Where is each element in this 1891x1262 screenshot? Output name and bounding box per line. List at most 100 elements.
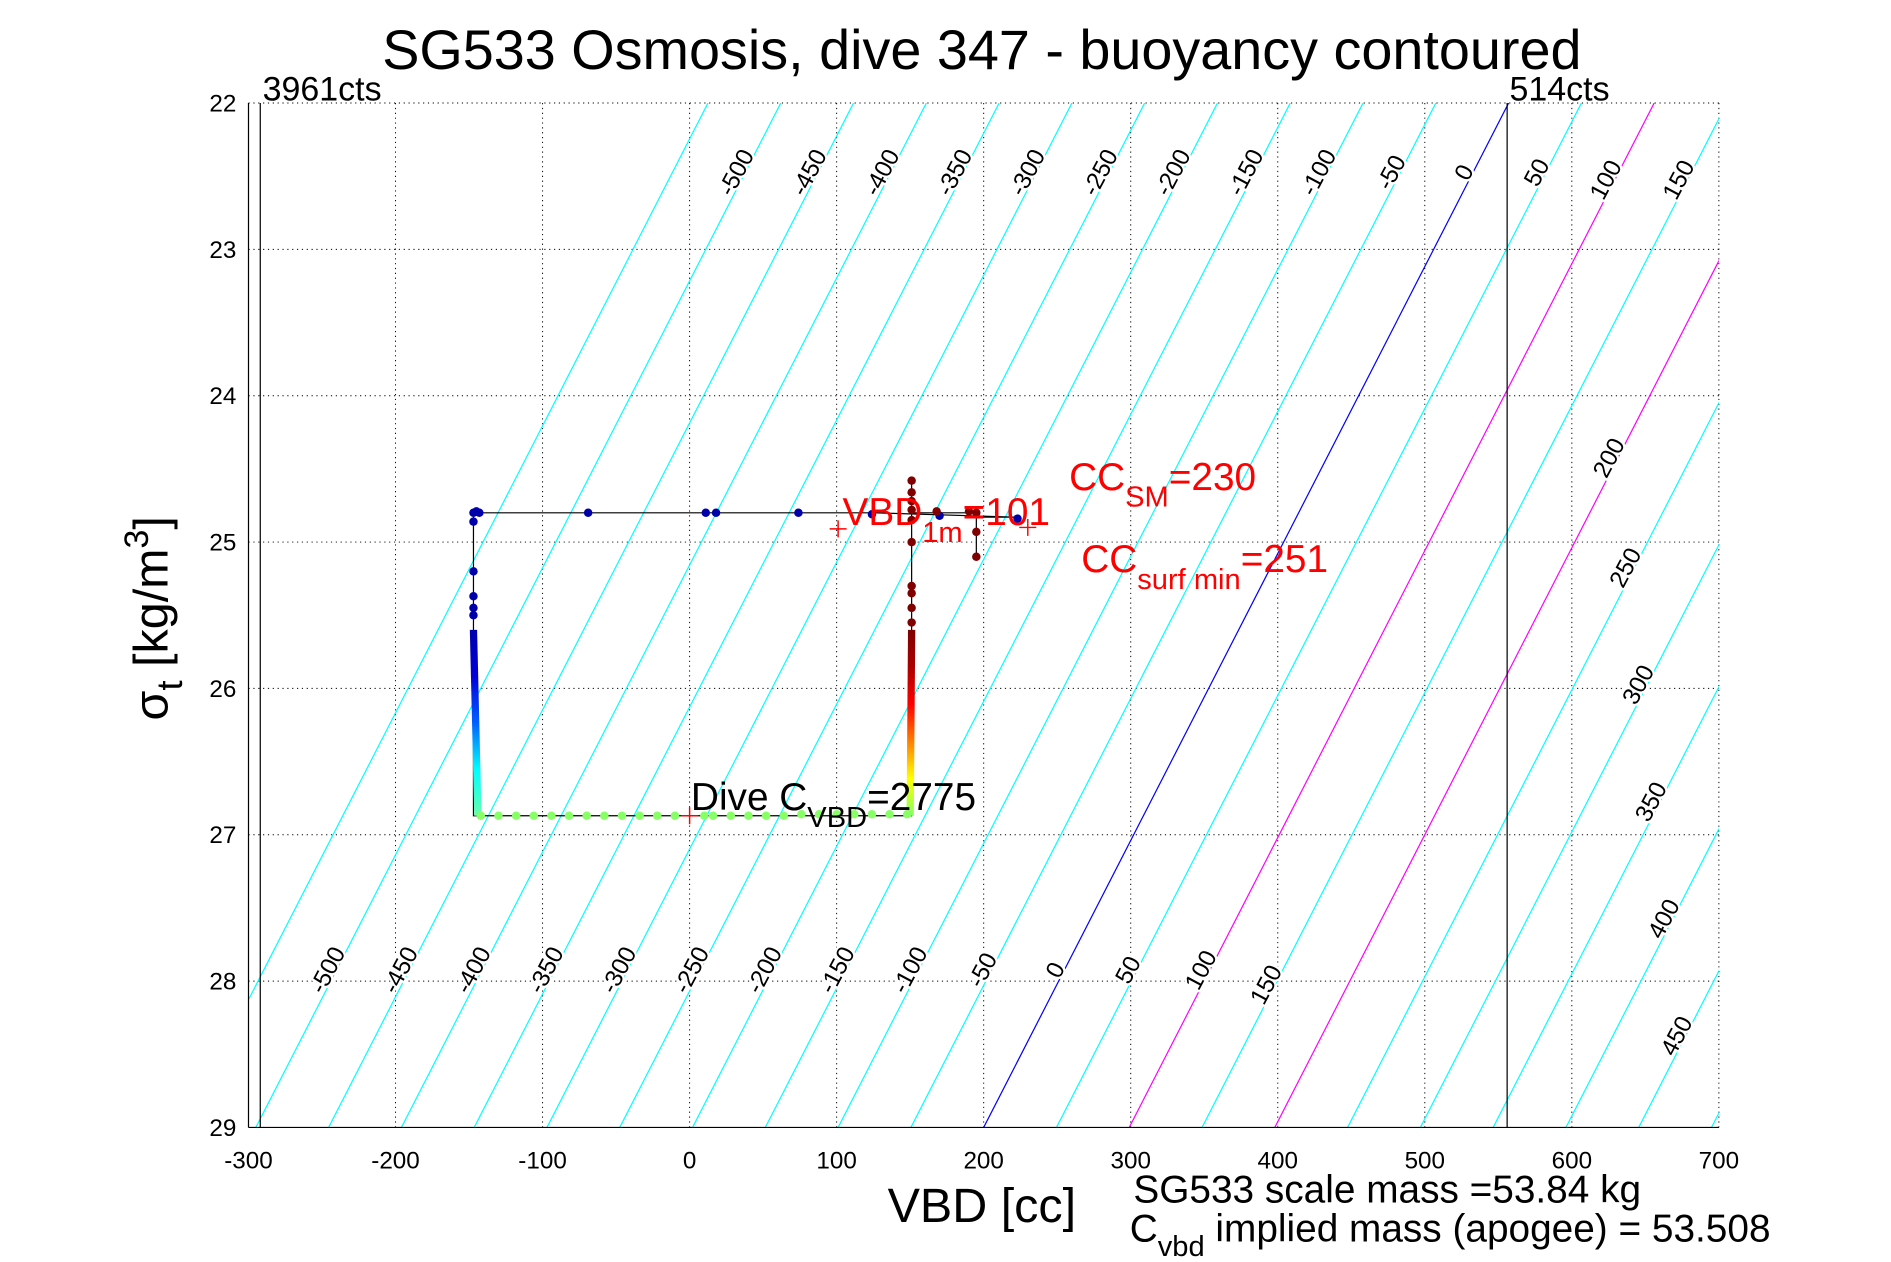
y-tick-label: 26: [209, 676, 236, 703]
y-tick-label: 29: [209, 1115, 236, 1142]
contour-line--50: [910, 103, 1437, 1128]
buoyancy-contours: [248, 103, 1891, 1128]
data-point: [670, 811, 680, 820]
data-point: [600, 811, 609, 820]
contour-label: 450: [1656, 1012, 1699, 1060]
contour-label: -450: [377, 942, 424, 998]
data-point: [1013, 514, 1022, 523]
data-point: [814, 810, 824, 819]
contour-label: -50: [1372, 151, 1412, 195]
x-tick-label: 700: [1699, 1148, 1739, 1175]
annotation-main: VBD: [842, 491, 922, 534]
axes: -300 -200 -100 0 100 200 300 400 500 600 700222324…: [209, 91, 1739, 1175]
contour-line--150: [764, 103, 1291, 1128]
x-tick-label: -300: [224, 1148, 273, 1175]
contour-label: -400: [450, 942, 497, 998]
data-point: [475, 508, 484, 518]
scale-mass-text: SG533 scale mass =53.84 kg: [1133, 1169, 1641, 1212]
contour-label: -250: [1077, 145, 1124, 201]
data-point: [907, 618, 916, 627]
contour-label: 50: [1110, 952, 1146, 988]
annotation-marker-vbd1m: [829, 520, 847, 538]
y-tick-label: 25: [209, 530, 236, 557]
contour-line--250: [619, 103, 1146, 1128]
x-tick-label: -200: [371, 1148, 420, 1175]
data-point: [700, 811, 709, 820]
data-point: [907, 488, 916, 497]
contour-label: 0: [1041, 958, 1071, 983]
contour-label: 150: [1658, 156, 1701, 204]
contour-label: -300: [596, 942, 643, 998]
data-point: [761, 811, 771, 820]
data-point: [972, 527, 981, 537]
data-point: [469, 603, 478, 613]
contour-label: -350: [932, 145, 979, 201]
contour-label: 100: [1585, 156, 1628, 204]
data-point: [907, 589, 916, 598]
y-tick-label: 23: [209, 237, 236, 264]
x-tick-label: 600: [1552, 1148, 1592, 1175]
contour-label: -200: [1150, 145, 1197, 201]
x-tick-label: 200: [963, 1148, 1003, 1175]
contour-line-500: [1710, 1111, 1719, 1128]
annotation-sub: surf min: [1137, 564, 1240, 596]
contour-line-600: [1857, 103, 1891, 1127]
annotation-main: CC: [1081, 538, 1137, 581]
contour-line-0: [983, 103, 1510, 1128]
count-marker-label: 514cts: [1510, 71, 1610, 109]
contour-label: -50: [963, 948, 1003, 992]
data-point: [867, 810, 877, 819]
contour-label: -250: [669, 942, 716, 998]
data-point: [469, 567, 478, 576]
data-point: [708, 811, 718, 820]
contour-label: -150: [1223, 145, 1270, 201]
x-tick-label: 0: [683, 1148, 696, 1175]
contour-label: -300: [1004, 145, 1051, 201]
data-point: [744, 811, 753, 820]
contour-label: 100: [1180, 946, 1223, 994]
annotation-marker-ccsm: [1019, 518, 1037, 536]
y-tick-label: 27: [209, 822, 236, 849]
contour-label: 300: [1617, 661, 1660, 709]
contour-label: -500: [713, 145, 760, 201]
data-point: [907, 537, 916, 547]
y-tick-label: 22: [209, 91, 236, 118]
contour-label: 150: [1245, 961, 1288, 1009]
contour-label: 0: [1449, 160, 1479, 185]
contour-label: -350: [523, 942, 570, 998]
x-axis-label: VBD [cc]: [888, 1179, 1077, 1233]
data-point: [932, 507, 941, 516]
contour-line--500: [255, 103, 782, 1128]
y-axis-label: σt [kg/m3]: [118, 516, 190, 720]
contour-label: 350: [1630, 778, 1673, 826]
contour-label: -450: [786, 145, 833, 201]
data-point: [469, 517, 478, 526]
data-point: [635, 811, 644, 820]
data-point: [701, 508, 711, 518]
data-point: [907, 496, 916, 506]
contour-line-150: [1201, 117, 1719, 1128]
data-point: [583, 508, 593, 518]
contour-line-350: [1492, 685, 1719, 1128]
dive-trace: [469, 476, 1022, 820]
data-point: [972, 508, 981, 518]
count-markers: 3961cts 514cts: [259, 71, 1610, 1128]
data-point: [867, 510, 877, 519]
contour-line--400: [400, 103, 927, 1128]
annotation-main: Dive C: [691, 776, 807, 819]
contour-label: -100: [1296, 145, 1343, 201]
data-point: [582, 811, 591, 820]
data-point: [794, 508, 803, 518]
annotation-vbd1m: VBD1m=101: [842, 491, 1050, 549]
x-tick-label: 100: [816, 1148, 856, 1175]
contour-line-100: [1128, 103, 1655, 1128]
count-marker-label: 3961cts: [263, 71, 382, 109]
annotation-sub: VBD: [807, 802, 867, 834]
data-point: [964, 507, 974, 516]
annotation-ccsm: CCSM=230: [1069, 456, 1256, 514]
contour-line-400: [1565, 827, 1719, 1128]
contour-line--100: [837, 103, 1364, 1128]
x-tick-label: -100: [518, 1148, 567, 1175]
contour-label: 400: [1643, 895, 1686, 943]
